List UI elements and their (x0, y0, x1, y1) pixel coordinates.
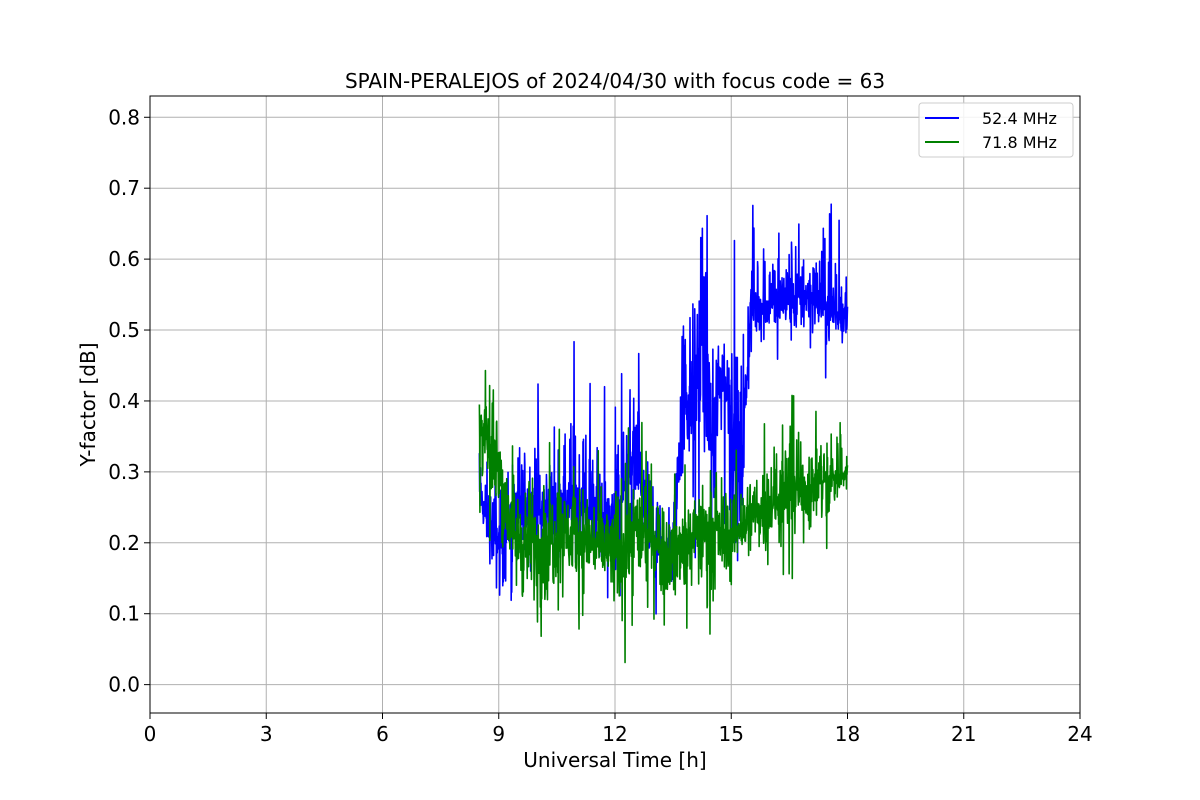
x-tick-label: 15 (719, 722, 744, 746)
y-tick-label: 0.4 (108, 389, 140, 413)
x-tick-label: 9 (492, 722, 505, 746)
x-tick-label: 12 (602, 722, 627, 746)
x-tick-label: 24 (1067, 722, 1092, 746)
series-line-71-8-mhz (478, 369, 849, 664)
legend-label-71-8: 71.8 MHz (982, 133, 1057, 152)
series-layer (478, 203, 849, 664)
y-axis-label: Y-factor [dB] (76, 342, 100, 467)
y-tick-label: 0.6 (108, 247, 140, 271)
y-tick-label: 0.7 (108, 176, 140, 200)
x-tick-label: 21 (951, 722, 976, 746)
y-tick-label: 0.3 (108, 460, 140, 484)
x-tick-label: 0 (144, 722, 157, 746)
y-tick-label: 0.1 (108, 602, 140, 626)
x-tick-label: 6 (376, 722, 389, 746)
chart-title: SPAIN-PERALEJOS of 2024/04/30 with focus… (345, 69, 885, 93)
grid-lines (149, 96, 1081, 713)
y-tick-label: 0.8 (108, 105, 140, 129)
legend: 52.4 MHz 71.8 MHz (918, 102, 1074, 158)
y-tick-label: 0.5 (108, 318, 140, 342)
axis-ticks: 0 3 6 9 12 15 18 21 24 0.0 0.1 0.2 0.3 0.4 0.5 0.6 0.7 0.… (108, 105, 1093, 746)
legend-box (918, 102, 1074, 158)
legend-label-52-4: 52.4 MHz (982, 109, 1057, 128)
y-tick-label: 0.2 (108, 531, 140, 555)
x-axis-label: Universal Time [h] (523, 748, 706, 772)
x-tick-label: 3 (260, 722, 273, 746)
y-tick-label: 0.0 (108, 673, 140, 697)
x-tick-label: 18 (835, 722, 860, 746)
